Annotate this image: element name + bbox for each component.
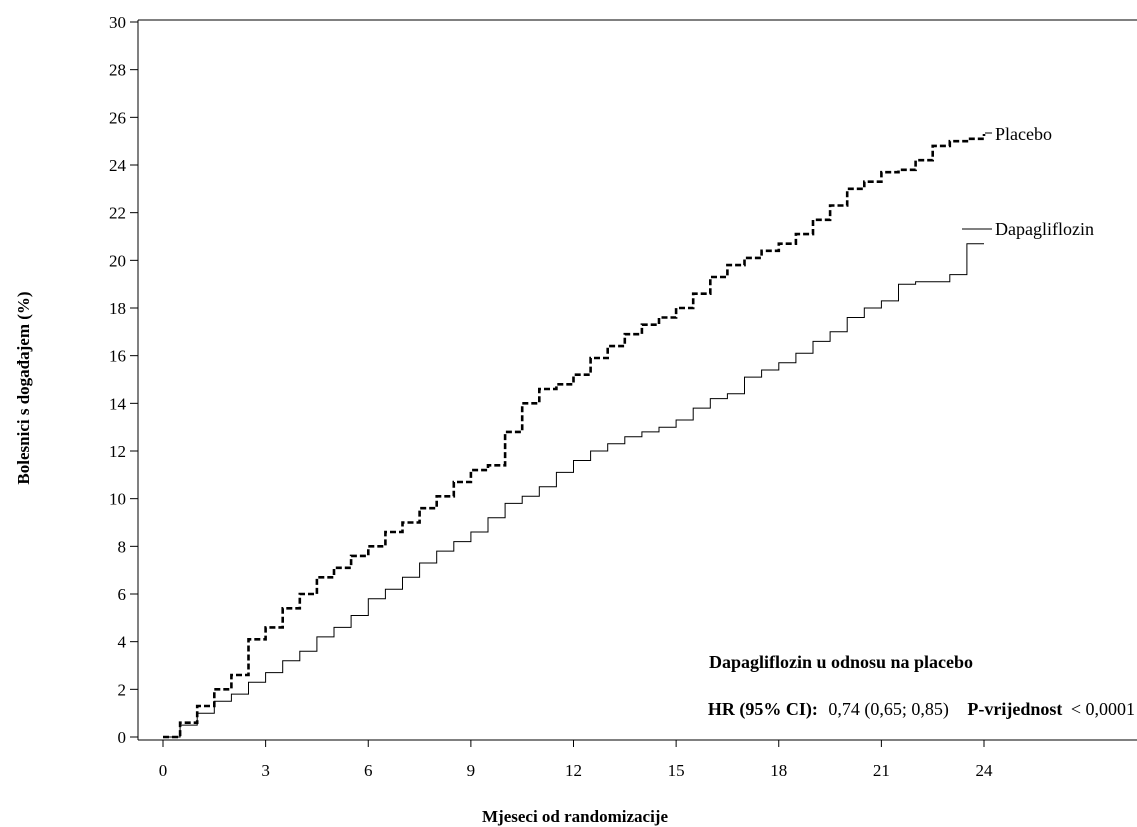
x-ticks: 0 3 6 9 12 15 18 21 24: [159, 740, 993, 780]
x-tick-label: 9: [467, 761, 476, 780]
x-tick-label: 24: [976, 761, 994, 780]
y-tick-label: 0: [118, 728, 127, 747]
y-axis-title: Bolesnici s događajem (%): [14, 291, 33, 484]
axes: [137, 19, 1137, 741]
y-tick-label: 22: [109, 204, 126, 223]
p-label: P-vrijednost: [967, 699, 1062, 719]
y-tick-label: 2: [118, 680, 127, 699]
series-label-dapagliflozin: Dapagliflozin: [995, 219, 1094, 239]
x-axis-title: Mjeseci od randomizacije: [482, 807, 668, 826]
y-tick-label: 16: [109, 347, 126, 366]
x-tick-label: 12: [565, 761, 582, 780]
y-tick-label: 4: [118, 633, 127, 652]
y-tick-label: 20: [109, 251, 126, 270]
y-tick-label: 10: [109, 490, 126, 509]
series-label-placebo: Placebo: [995, 124, 1052, 144]
y-tick-label: 26: [109, 108, 126, 127]
x-tick-label: 15: [668, 761, 685, 780]
y-tick-label: 30: [109, 13, 126, 32]
p-value: < 0,0001: [1071, 699, 1135, 719]
series-layer: [163, 134, 986, 739]
x-tick-label: 18: [770, 761, 787, 780]
hr-value: 0,74 (0,65; 0,85): [828, 699, 949, 720]
annotation-stats: HR (95% CI): 0,74 (0,65; 0,85) P-vrijedn…: [708, 699, 1135, 720]
series-line-dapagliflozin: [163, 243, 984, 738]
y-tick-label: 6: [118, 585, 127, 604]
x-tick-label: 0: [159, 761, 168, 780]
x-tick-label: 6: [364, 761, 373, 780]
y-tick-label: 12: [109, 442, 126, 461]
series-line-placebo: [163, 134, 986, 739]
x-tick-label: 21: [873, 761, 890, 780]
hr-label: HR (95% CI):: [708, 699, 818, 720]
y-tick-label: 8: [118, 537, 127, 556]
y-tick-label: 28: [109, 61, 126, 80]
y-tick-label: 18: [109, 299, 126, 318]
x-tick-label: 3: [261, 761, 270, 780]
annotation-title: Dapagliflozin u odnosu na placebo: [709, 652, 973, 672]
y-tick-label: 14: [109, 394, 127, 413]
y-tick-label: 24: [109, 156, 127, 175]
